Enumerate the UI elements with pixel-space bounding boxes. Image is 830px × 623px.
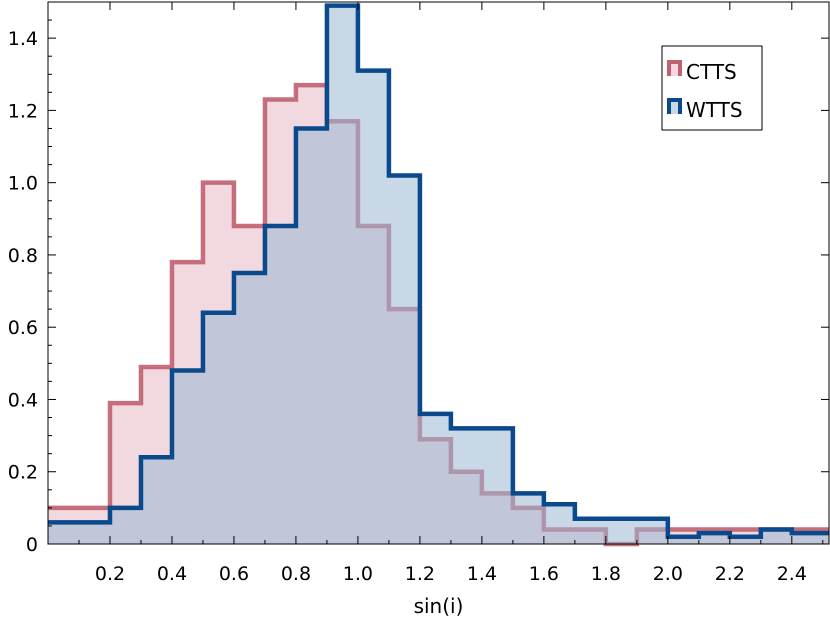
wtts-bar-16 bbox=[543, 504, 575, 544]
x-tick-label: 1.2 bbox=[405, 563, 435, 585]
legend-label-wtts: WTTS bbox=[686, 98, 743, 122]
y-tick-label: 0 bbox=[26, 534, 38, 556]
x-tick-label: 0.8 bbox=[281, 563, 311, 585]
x-tick-label: 2.4 bbox=[777, 563, 807, 585]
legend-swatch-ctts bbox=[667, 60, 682, 76]
x-tick-label: 2.2 bbox=[715, 563, 745, 585]
wtts-bar-11 bbox=[388, 175, 420, 544]
wtts-bar-14 bbox=[481, 428, 513, 544]
wtts-bar-9 bbox=[326, 5, 358, 544]
wtts-bar-2 bbox=[109, 507, 141, 544]
wtts-bar-15 bbox=[512, 493, 544, 544]
y-tick-label: 1.2 bbox=[8, 100, 38, 122]
wtts-bar-23 bbox=[760, 529, 792, 544]
y-tick-label: 0.4 bbox=[8, 389, 38, 411]
x-tick-label: 0.4 bbox=[157, 563, 187, 585]
wtts-bar-22 bbox=[729, 536, 761, 544]
legend: CTTS WTTS bbox=[661, 45, 763, 131]
wtts-bar-0 bbox=[48, 522, 79, 544]
wtts-bar-8 bbox=[295, 128, 327, 544]
wtts-bar-20 bbox=[667, 536, 699, 544]
series-wtts bbox=[48, 3, 829, 545]
wtts-bar-24 bbox=[791, 533, 829, 544]
wtts-bar-21 bbox=[698, 533, 730, 544]
legend-swatch-wtts bbox=[667, 98, 682, 114]
wtts-bar-17 bbox=[574, 518, 606, 544]
wtts-bar-5 bbox=[202, 312, 234, 544]
wtts-bar-19 bbox=[636, 518, 668, 544]
wtts-bar-18 bbox=[605, 518, 637, 544]
x-tick-label: 2.0 bbox=[653, 563, 683, 585]
wtts-bar-13 bbox=[450, 428, 482, 544]
wtts-bar-10 bbox=[357, 70, 389, 545]
x-tick-label: 1.8 bbox=[591, 563, 621, 585]
x-tick-label: 0.2 bbox=[95, 563, 125, 585]
wtts-bar-3 bbox=[140, 457, 172, 544]
legend-label-ctts: CTTS bbox=[686, 60, 737, 84]
wtts-bar-12 bbox=[419, 413, 451, 544]
x-tick-label: 1.0 bbox=[343, 563, 373, 585]
wtts-bar-7 bbox=[264, 226, 296, 544]
y-tick-label: 0.2 bbox=[8, 462, 38, 484]
axes-layer: 0.2 0.4 0.6 0.8 1.0 1.2 1.4 1.6 1.8 2.0 2.2 2.4 0 0.2… bbox=[8, 1, 830, 618]
x-tick-label: 1.4 bbox=[467, 563, 497, 585]
y-tick-label: 0.6 bbox=[8, 317, 38, 339]
series-layer bbox=[48, 3, 829, 547]
wtts-bar-1 bbox=[78, 522, 110, 544]
x-tick-label: 1.6 bbox=[529, 563, 559, 585]
wtts-outline bbox=[48, 3, 829, 540]
x-axis-title: sin(i) bbox=[414, 594, 464, 618]
y-tick-label: 1.0 bbox=[8, 173, 38, 195]
x-tick-label: 0.6 bbox=[219, 563, 249, 585]
wtts-bar-4 bbox=[171, 370, 203, 544]
wtts-bar-6 bbox=[233, 273, 265, 544]
y-tick-label: 0.8 bbox=[8, 245, 38, 267]
y-tick-label: 1.4 bbox=[8, 28, 38, 50]
